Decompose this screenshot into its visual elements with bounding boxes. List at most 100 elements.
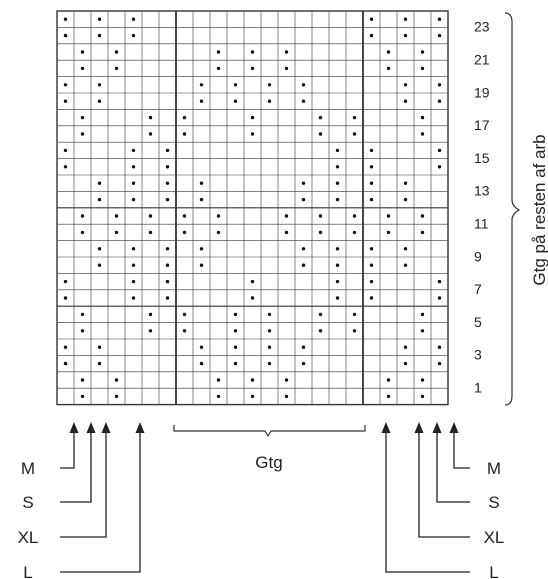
purl-dot [97,83,102,87]
purl-dot [165,247,170,251]
purl-dot [284,378,289,382]
purl-dot [403,181,408,185]
purl-dot [403,33,408,38]
purl-dot [352,214,357,218]
purl-dot [63,165,68,169]
purl-dot [369,197,374,202]
purl-dot [318,132,323,136]
purl-dot [233,312,238,317]
purl-dot [369,247,374,251]
purl-dot [80,66,85,71]
purl-dot [403,345,408,349]
purl-dot [250,50,255,54]
purl-dot [352,115,357,120]
size-label-left: XL [18,528,39,547]
purl-dot [403,263,408,267]
purl-dot [335,181,340,185]
row-number: 15 [474,150,490,166]
row-number: 13 [474,183,490,199]
purl-dot [165,165,170,169]
purl-dot [63,83,68,87]
size-label-right: M [487,459,501,478]
purl-dot [420,230,425,235]
purl-dot [437,279,442,284]
purl-dot [97,361,102,366]
purl-dot [335,263,340,267]
row-number: 11 [474,216,489,232]
purl-dot [131,247,136,251]
purl-dot [80,132,85,136]
purl-dot [216,394,221,399]
purl-dot [80,214,85,218]
purl-dot [233,345,238,349]
purl-dot [250,132,255,136]
arrow-line [60,432,75,469]
purl-dot [335,279,340,284]
purl-dot [420,378,425,382]
purl-dot [80,329,85,333]
purl-dot [199,263,204,267]
purl-dot [386,50,391,54]
purl-dot [301,181,306,185]
purl-dot [97,99,102,103]
purl-dot [216,378,221,382]
purl-dot [301,197,306,202]
row-number: 17 [474,117,490,133]
purl-dot [267,83,272,87]
purl-dot [148,115,153,120]
purl-dot [63,345,68,349]
purl-dot [131,263,136,267]
right-brace [504,12,521,406]
purl-dot [437,83,442,87]
purl-dot [386,230,391,235]
purl-dot [80,394,85,399]
purl-dot [301,247,306,251]
purl-dot [80,50,85,54]
purl-dots [63,17,442,399]
size-label-right: XL [484,528,505,547]
purl-dot [369,279,374,284]
purl-dot [369,33,374,38]
purl-dot [267,312,272,317]
purl-dot [233,99,238,103]
purl-dot [352,312,357,317]
arrow-line [385,432,470,573]
arrow-line [436,432,470,503]
purl-dot [131,17,136,21]
purl-dot [216,230,221,235]
side-label: Gtg på resten af arb [530,134,548,285]
purl-dot [284,214,289,218]
purl-dot [437,99,442,103]
row-number: 5 [474,314,482,330]
row-number: 7 [474,281,482,297]
size-label-right: S [488,493,499,512]
purl-dot [437,148,442,153]
purl-dot [63,361,68,366]
arrow-head [86,422,96,433]
arrow-line [453,432,470,469]
arrow-line [418,432,470,538]
arrow-line [60,432,141,573]
purl-dot [437,33,442,38]
purl-dot [267,99,272,103]
purl-dot [63,99,68,103]
purl-dot [182,230,187,235]
purl-dot [369,296,374,300]
purl-dot [165,197,170,202]
purl-dot [131,197,136,202]
purl-dot [165,279,170,284]
purl-dot [250,66,255,71]
purl-dot [420,50,425,54]
purl-dot [403,83,408,87]
purl-dot [63,33,68,38]
purl-dot [148,329,153,333]
row-number: 9 [474,248,482,264]
purl-dot [403,99,408,103]
purl-dot [420,132,425,136]
purl-dot [250,279,255,284]
purl-dot [80,378,85,382]
purl-dot [199,361,204,366]
purl-dot [437,345,442,349]
purl-dot [369,148,374,153]
size-label-right: L [489,563,498,579]
